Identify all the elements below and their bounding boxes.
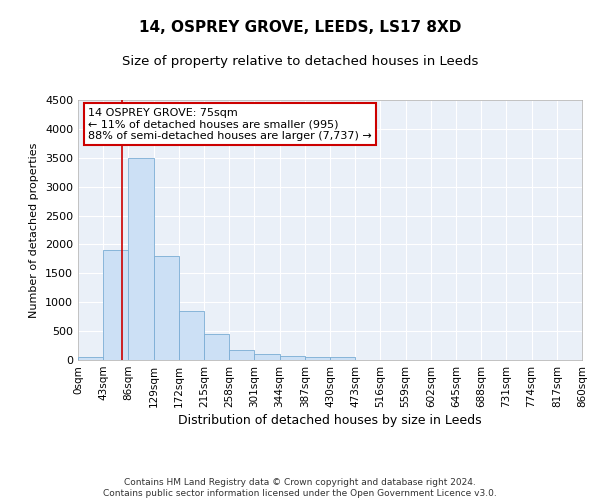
Text: Size of property relative to detached houses in Leeds: Size of property relative to detached ho… [122, 55, 478, 68]
Y-axis label: Number of detached properties: Number of detached properties [29, 142, 40, 318]
Bar [305, 356, 330, 360]
Text: 14, OSPREY GROVE, LEEDS, LS17 8XD: 14, OSPREY GROVE, LEEDS, LS17 8XD [139, 20, 461, 35]
Bar [204, 334, 229, 360]
Text: Contains HM Land Registry data © Crown copyright and database right 2024.
Contai: Contains HM Land Registry data © Crown c… [103, 478, 497, 498]
Bar [254, 354, 280, 360]
X-axis label: Distribution of detached houses by size in Leeds: Distribution of detached houses by size … [178, 414, 482, 427]
Bar [78, 357, 103, 360]
Bar [179, 311, 204, 360]
Bar [280, 356, 305, 360]
Bar [330, 357, 355, 360]
Bar [229, 350, 254, 360]
Bar [154, 256, 179, 360]
Bar [103, 250, 128, 360]
Text: 14 OSPREY GROVE: 75sqm
← 11% of detached houses are smaller (995)
88% of semi-de: 14 OSPREY GROVE: 75sqm ← 11% of detached… [88, 108, 372, 141]
Bar [128, 158, 154, 360]
